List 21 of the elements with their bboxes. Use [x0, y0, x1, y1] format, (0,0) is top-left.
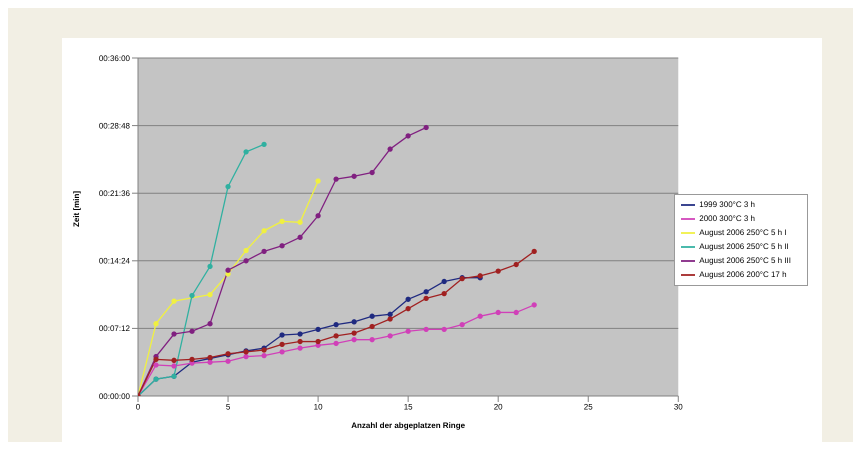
- y-axis-title: Zeit [min]: [72, 190, 81, 227]
- x-tick-label: 0: [136, 402, 141, 412]
- x-tick-label: 15: [404, 402, 414, 412]
- y-tick-label: 00:21:36: [98, 189, 131, 198]
- x-tick-label: 25: [584, 402, 594, 412]
- legend-label: August 2006 200°C 17 h: [699, 270, 787, 280]
- legend-label: August 2006 250°C 5 h II: [699, 242, 789, 252]
- legend-label: 1999 300°C 3 h: [699, 200, 755, 210]
- y-tick-label: 00:36:00: [98, 54, 131, 63]
- x-tick-label: 5: [226, 402, 231, 412]
- x-tick-label: 30: [674, 402, 684, 412]
- y-tick-label: 00:14:24: [98, 256, 131, 266]
- y-tick-label: 00:07:12: [98, 324, 131, 334]
- y-tick-label: 00:00:00: [98, 392, 131, 401]
- y-tick-label: 00:28:48: [98, 121, 131, 130]
- x-axis-title: Anzahl der abgeplatzen Ringe: [351, 421, 466, 430]
- x-tick-label: 20: [494, 402, 504, 412]
- legend-label: August 2006 250°C 5 h I: [699, 228, 787, 238]
- legend-label: August 2006 250°C 5 h III: [699, 256, 791, 266]
- legend-label: 2000 300°C 3 h: [699, 214, 755, 224]
- x-tick-label: 10: [314, 402, 324, 412]
